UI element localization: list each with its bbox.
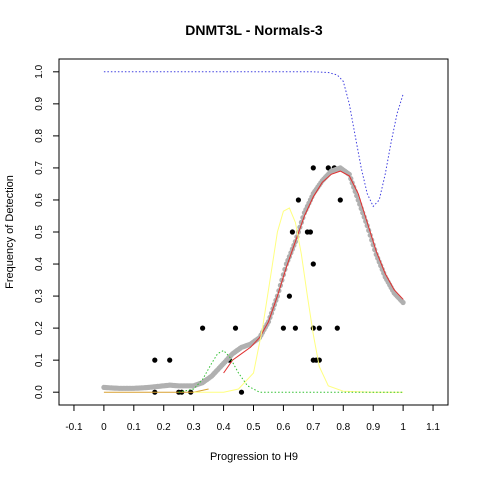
x-tick-label: 0 [101,422,107,433]
chart-title: DNMT3L - Normals-3 [185,22,323,38]
y-tick-label: 0.0 [34,385,45,399]
y-tick-label: 0.4 [34,257,45,271]
smooth-point [401,300,406,305]
data-point [281,326,286,331]
data-point [311,326,316,331]
x-tick-label: 1 [400,422,406,433]
x-tick-label: 0.6 [276,422,290,433]
data-point [293,326,298,331]
y-tick-label: 0.8 [34,129,45,143]
x-tick-label: 0.1 [127,422,141,433]
data-point [311,261,316,266]
data-point [167,358,172,363]
y-tick-label: 0.6 [34,193,45,207]
data-point [338,197,343,202]
y-tick-label: 1.0 [34,64,45,78]
y-tick-label: 0.1 [34,353,45,367]
data-point [233,326,238,331]
data-point [308,229,313,234]
x-tick-label: 0.5 [247,422,261,433]
y-tick-label: 0.5 [34,225,45,239]
y-tick-label: 0.7 [34,161,45,175]
x-axis-label: Progression to H9 [210,451,298,463]
x-tick-label: 0.2 [157,422,171,433]
data-point [152,358,157,363]
data-point [200,326,205,331]
x-tick-label: 0.7 [306,422,320,433]
y-tick-label: 0.3 [34,289,45,303]
data-point [239,390,244,395]
x-tick-label: 0.3 [187,422,201,433]
x-tick-label: 0.8 [336,422,350,433]
data-point [290,229,295,234]
x-tick-label: 0.9 [366,422,380,433]
y-tick-label: 0.2 [34,321,45,335]
data-point [311,165,316,170]
x-tick-label: 1.1 [426,422,440,433]
y-tick-label: 0.9 [34,96,45,110]
x-tick-label: -0.1 [65,422,83,433]
y-axis-label: Frequency of Detection [4,175,16,289]
data-point [335,326,340,331]
data-point [296,197,301,202]
data-point [287,294,292,299]
x-tick-label: 0.4 [217,422,231,433]
data-point [317,326,322,331]
